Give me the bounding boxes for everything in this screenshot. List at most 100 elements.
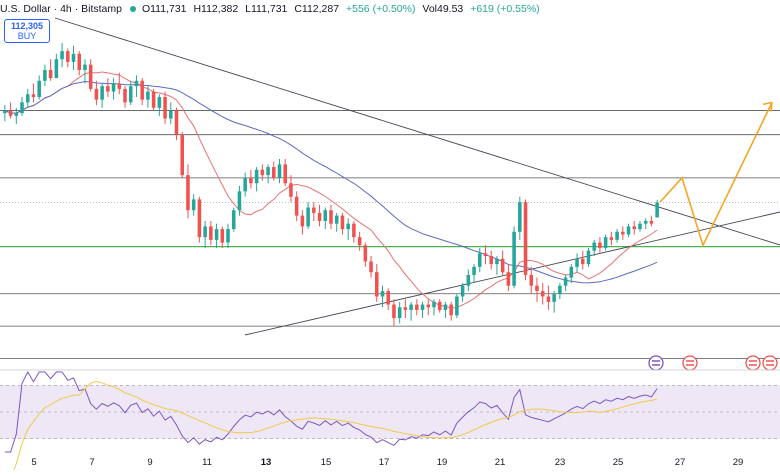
candle (643, 218, 648, 230)
descending-trendline (54, 17, 780, 246)
candle (31, 83, 36, 103)
candle-body (558, 285, 562, 294)
candle (151, 88, 156, 111)
candle-body (649, 220, 654, 224)
candle (266, 164, 270, 184)
candle (111, 78, 116, 100)
candle-body (643, 220, 648, 224)
candle-body (466, 274, 471, 286)
x-tick-label: 7 (89, 457, 94, 468)
candle-body (220, 229, 225, 243)
us-flag-icon-ring (762, 355, 778, 371)
event-icon-ring (648, 355, 664, 371)
candle-body (495, 258, 499, 265)
candle-body (598, 242, 602, 248)
event-icon (648, 355, 664, 371)
candle (231, 207, 236, 232)
candle (174, 107, 179, 141)
candle-body (111, 83, 116, 92)
candle-body (540, 291, 545, 297)
candle-body (117, 83, 122, 89)
candle-body (352, 223, 356, 238)
candle (83, 59, 87, 84)
candle-body (563, 277, 568, 286)
x-tick-label: 21 (495, 457, 506, 468)
candle (3, 105, 7, 122)
candle (140, 78, 144, 106)
candle (403, 299, 408, 319)
candle-body (449, 304, 453, 316)
candle-body (655, 202, 659, 218)
candle-body (506, 272, 511, 286)
market-open-icon (129, 6, 136, 12)
candle (432, 299, 436, 316)
candle-body (294, 196, 299, 216)
candle (369, 256, 373, 278)
candle-body (443, 304, 448, 310)
candle-body (580, 258, 585, 265)
candle-body (552, 293, 556, 302)
buy-button[interactable]: 112,305 BUY (4, 19, 50, 43)
candle (352, 220, 356, 243)
candle (106, 78, 110, 97)
x-tick-label: 11 (202, 457, 212, 468)
candle (495, 256, 499, 275)
candle (483, 245, 488, 265)
candle-body (151, 91, 156, 108)
open-value: O111,731 (141, 3, 187, 15)
candle (249, 169, 253, 189)
candle-body (146, 91, 150, 100)
us-flag-icon (762, 355, 778, 371)
candle-body (586, 250, 591, 265)
candle-body (426, 304, 431, 308)
candle-body (71, 53, 76, 62)
close-value: C112,287 (294, 3, 340, 15)
candle (289, 175, 293, 203)
candle-body (140, 80, 144, 100)
candle (48, 59, 53, 81)
x-tick-label: 27 (675, 457, 686, 468)
candle (197, 196, 202, 243)
candle (558, 282, 562, 300)
candle (317, 204, 322, 227)
candle-body (340, 215, 345, 230)
volume-value: Vol49.53 (422, 3, 464, 15)
candle (460, 282, 465, 302)
rsi-line (4, 370, 658, 453)
projection-path (659, 102, 773, 248)
candle (603, 234, 608, 251)
candle-body (397, 307, 402, 319)
symbol-title[interactable]: U.S. Dollar · 4h · Bitstamp (0, 3, 122, 15)
candle-body (260, 169, 265, 176)
candle-body (31, 94, 36, 97)
candle-body (20, 102, 24, 114)
candle (272, 161, 276, 181)
sma-fast-line (4, 71, 658, 309)
low-value: L111,731 (245, 3, 288, 15)
candle (420, 301, 425, 319)
candle-body (88, 64, 93, 89)
candle (94, 80, 99, 106)
candle-body (214, 229, 219, 240)
candle-body (283, 164, 287, 184)
candle (649, 215, 654, 227)
candle-body (106, 86, 110, 92)
candle (437, 299, 442, 313)
candle (43, 64, 47, 87)
candle-body (186, 175, 190, 211)
candle (552, 291, 556, 313)
candle (25, 88, 30, 108)
ohlc-readout: O111,731 H112,382 L111,731 C112,287 +556… (142, 3, 544, 15)
candle-body (169, 110, 173, 119)
high-value: H112,382 (193, 3, 239, 15)
candle-body (535, 285, 539, 292)
candle-body (8, 110, 13, 116)
candle-body (403, 307, 408, 310)
candle (146, 86, 150, 108)
candle-body (289, 183, 293, 197)
x-tick-label: 23 (555, 457, 566, 468)
candle-body (48, 70, 53, 79)
candle (426, 299, 431, 316)
